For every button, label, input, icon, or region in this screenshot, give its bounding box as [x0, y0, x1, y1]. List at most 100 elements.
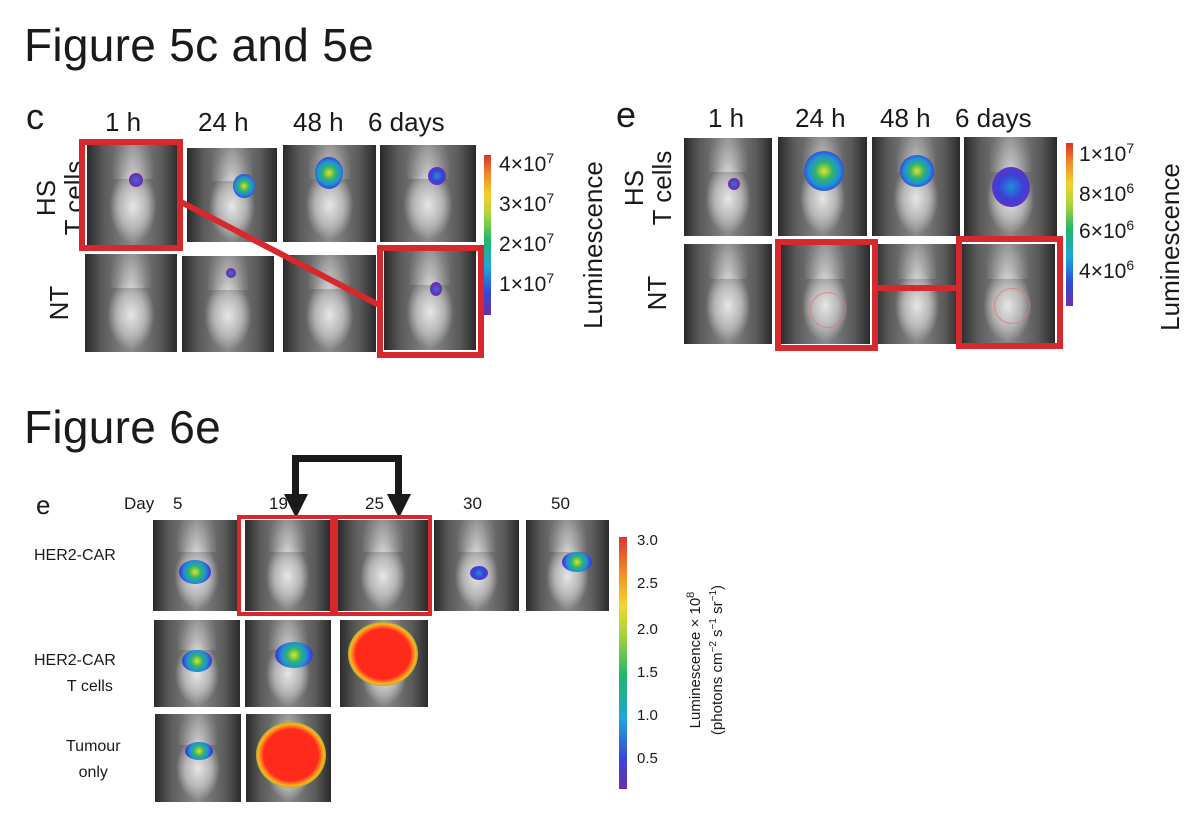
signal-spot [182, 650, 212, 672]
panel-c-colorbar-tick: 2×107 [499, 230, 555, 256]
panel-e5-image-nt-48h [874, 244, 960, 344]
panel-e5-image-hs-48h [872, 137, 960, 236]
panel-e5-colorbar-title: Luminescence [1155, 163, 1185, 331]
row-label-line1: HS [31, 179, 61, 217]
signal-spot [562, 552, 592, 572]
comparison-bracket-right [395, 455, 402, 500]
panel-e5-timepoint-1: 1 h [708, 103, 745, 133]
highlight-box [334, 515, 432, 616]
panel-e6-colorbar-title: Luminescence × 108 (photons cm−2 s−1 sr−… [685, 584, 726, 736]
panel-c-timepoint-3: 48 h [293, 107, 344, 137]
panel-e6-colorbar-tick: 3.0 [637, 532, 658, 549]
panel-c-image-hs-1h [87, 143, 179, 245]
highlight-box [237, 515, 334, 616]
panel-e5-colorbar-tick: 6×106 [1079, 217, 1135, 243]
panel-e6-image-her2car-d50 [526, 520, 609, 611]
panel-e5-row-label-hs: HS T cells [619, 138, 677, 238]
panel-e6-row-label-her2car-tcells: HER2-CAR T cells [34, 648, 116, 700]
panel-e6-day-5: 5 [173, 494, 183, 513]
panel-e6-colorbar-tick: 1.0 [637, 707, 658, 724]
panel-e6-image-her2car-tcells-d25 [340, 620, 428, 707]
figure-5-title: Figure 5c and 5e [24, 19, 375, 71]
panel-c-colorbar [484, 155, 491, 315]
row-label-line2: only [78, 764, 108, 781]
panel-e5-timepoint-3: 48 h [880, 103, 931, 133]
signal-spot [470, 566, 488, 580]
panel-c-timepoint-2: 24 h [198, 107, 249, 137]
comparison-bracket-left [292, 455, 299, 500]
panel-e5-colorbar [1066, 143, 1073, 306]
panel-e6-letter: e [36, 490, 51, 520]
figure-6-title: Figure 6e [24, 401, 222, 453]
panel-e6-row-label-her2car: HER2-CAR [34, 547, 116, 564]
panel-e6-image-her2car-d19 [245, 520, 330, 611]
panel-e6-colorbar-tick: 0.5 [637, 750, 658, 767]
signal-spot [256, 722, 326, 788]
panel-e5-image-nt-1h [684, 244, 772, 344]
panel-c-image-hs-48h [283, 145, 376, 242]
panel-c-image-hs-6d [380, 145, 476, 242]
highlight-box [775, 239, 878, 351]
highlight-box [377, 245, 484, 358]
panel-c-colorbar-tick: 4×107 [499, 150, 555, 176]
panel-c-image-nt-24h [182, 256, 274, 352]
panel-e5-timepoint-4: 6 days [955, 103, 1032, 133]
panel-c-timepoint-1: 1 h [105, 107, 142, 137]
signal-spot [185, 742, 213, 760]
highlight-box [79, 139, 183, 251]
panel-e6-colorbar [619, 537, 627, 789]
comparison-bracket [292, 455, 402, 462]
signal-spot [728, 178, 740, 190]
row-label-line1: Tumour [66, 738, 121, 755]
panel-e5-image-nt-6d [960, 244, 1055, 344]
panel-e6-image-her2car-d25 [338, 520, 428, 611]
signal-spot [900, 155, 934, 187]
row-label-line2: T cells [647, 150, 677, 226]
panel-e5-colorbar-tick: 8×106 [1079, 180, 1135, 206]
panel-e5-image-hs-1h [684, 138, 772, 236]
panel-c-image-nt-1h [85, 254, 177, 352]
panel-e5-image-nt-24h [780, 244, 870, 344]
panel-e6-image-her2car-tcells-d5 [154, 620, 240, 707]
panel-c-colorbar-tick: 1×107 [499, 270, 555, 296]
panel-c-letter: c [26, 96, 44, 137]
signal-spot [275, 642, 313, 668]
panel-e6-image-her2car-d30 [434, 520, 519, 611]
signal-spot [226, 268, 236, 278]
arrow-down-icon [284, 494, 308, 518]
signal-spot [428, 167, 446, 185]
signal-spot [992, 167, 1030, 207]
row-label-line1: NT [642, 275, 672, 311]
panel-e6-image-her2car-d5 [153, 520, 240, 611]
row-label-line1: HS [619, 169, 649, 207]
panel-c-timepoint-4: 6 days [368, 107, 445, 137]
panel-e6-image-tumour-d19 [246, 714, 331, 802]
signal-spot [179, 560, 211, 584]
signal-spot [315, 157, 343, 189]
row-label-line1: HER2-CAR [34, 652, 116, 669]
panel-e6-day-label: Day [124, 494, 155, 513]
panel-e5-letter: e [616, 94, 637, 135]
panel-e6-colorbar-tick: 1.5 [637, 664, 658, 681]
panel-e6-day-19: 19 [269, 494, 288, 513]
panel-c-image-nt-6d [384, 250, 476, 350]
panel-c-row-label-nt: NT [44, 263, 75, 343]
highlight-box [956, 236, 1063, 349]
panel-e5-timepoint-2: 24 h [795, 103, 846, 133]
panel-e6-day-50: 50 [551, 494, 570, 513]
panel-e6-colorbar-tick: 2.0 [637, 621, 658, 638]
signal-spot [348, 622, 418, 686]
panel-e5-image-hs-6d [964, 137, 1057, 236]
row-label-line1: NT [44, 285, 74, 321]
panel-e6-day-25: 25 [365, 494, 384, 513]
panel-e6-day-30: 30 [463, 494, 482, 513]
panel-c-image-nt-48h [283, 255, 376, 352]
panel-c-colorbar-tick: 3×107 [499, 190, 555, 216]
row-label-line2: T cells [66, 678, 113, 695]
signal-spot [430, 282, 442, 296]
panel-e6-row-label-tumour: Tumour only [66, 734, 121, 786]
panel-c-colorbar-title: Luminescence [578, 161, 608, 329]
panel-e6-colorbar-tick: 2.5 [637, 575, 658, 592]
panel-c-image-hs-24h [187, 148, 277, 242]
panel-e5-row-label-nt: NT [642, 253, 673, 333]
